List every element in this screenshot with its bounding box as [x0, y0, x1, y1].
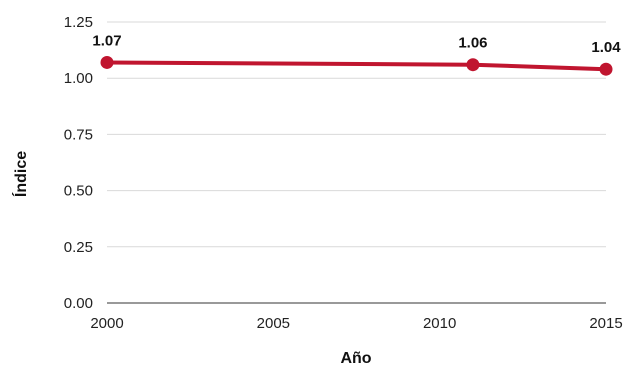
data-point	[100, 55, 114, 69]
y-tick-label: 0.00	[64, 295, 93, 312]
x-tick-label: 2010	[423, 315, 456, 332]
data-point	[599, 62, 613, 76]
data-point	[466, 58, 480, 72]
x-axis-title: Año	[340, 350, 371, 367]
series-layer	[100, 55, 613, 76]
x-tick-label: 2015	[589, 315, 622, 332]
data-label: 1.07	[92, 32, 121, 49]
y-tick-label: 0.50	[64, 183, 93, 200]
x-axis-ticks: 2000 2005 2010 2015	[90, 315, 622, 332]
y-axis-ticks: 0.00 0.25 0.50 0.75 1.00 1.25	[64, 14, 93, 312]
data-labels: 1.07 1.06 1.04	[92, 32, 621, 56]
y-tick-label: 0.25	[64, 239, 93, 256]
y-tick-label: 1.25	[64, 14, 93, 31]
data-label: 1.04	[591, 39, 621, 56]
y-tick-label: 0.75	[64, 126, 93, 143]
data-label: 1.06	[458, 35, 487, 52]
y-axis-title: Índice	[11, 151, 30, 197]
series-line	[106, 60, 607, 72]
y-tick-label: 1.00	[64, 70, 93, 87]
x-tick-label: 2005	[257, 315, 290, 332]
x-tick-label: 2000	[90, 315, 123, 332]
gridlines	[107, 21, 606, 248]
